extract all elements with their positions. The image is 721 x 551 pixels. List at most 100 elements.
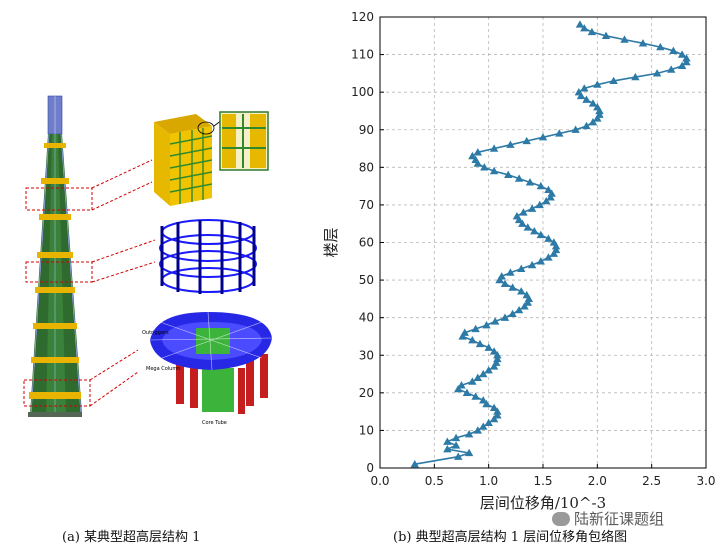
data-point	[535, 200, 544, 209]
data-point	[506, 140, 515, 148]
y-tick-label: 30	[359, 348, 374, 362]
y-tick-label: 100	[351, 85, 374, 99]
data-point	[527, 204, 537, 212]
y-tick-label: 80	[359, 160, 374, 174]
data-point	[682, 57, 691, 66]
x-tick-label: 2.5	[642, 474, 661, 488]
data-point	[514, 215, 524, 224]
series-markers	[410, 20, 691, 468]
data-point	[512, 211, 522, 220]
data-point	[489, 347, 499, 355]
data-point	[484, 418, 493, 427]
data-point	[471, 155, 480, 163]
data-point	[544, 185, 553, 194]
data-point	[609, 76, 618, 85]
callout-lines	[23, 159, 156, 407]
y-tick-label: 50	[359, 273, 374, 287]
data-point	[549, 249, 559, 257]
data-point	[593, 114, 602, 122]
data-point	[574, 87, 584, 96]
data-point	[542, 196, 551, 205]
data-point	[652, 69, 662, 77]
x-tick-label: 0.0	[370, 474, 389, 488]
y-tick-label: 70	[359, 198, 374, 212]
data-point	[638, 39, 648, 47]
data-point	[593, 103, 602, 111]
data-point	[677, 61, 687, 70]
y-tick-label: 20	[359, 386, 374, 400]
grid	[379, 16, 707, 469]
x-tick-label: 2.0	[588, 474, 607, 488]
data-point	[587, 27, 597, 36]
data-point	[508, 283, 517, 291]
label-outriggers: Outriggers	[142, 330, 169, 336]
data-point	[480, 163, 489, 171]
data-point	[464, 448, 474, 457]
y-tick-label: 10	[359, 423, 374, 437]
y-tick-label: 120	[351, 10, 374, 24]
data-point	[482, 320, 491, 329]
wechat-icon	[552, 512, 570, 526]
data-point	[468, 151, 477, 160]
y-tick-label: 40	[359, 311, 374, 325]
data-point	[468, 377, 477, 385]
data-point	[492, 358, 501, 366]
inset-ring-frame	[159, 219, 257, 294]
data-point	[518, 219, 527, 227]
data-point	[588, 99, 598, 107]
data-point	[580, 84, 589, 92]
data-point	[520, 302, 529, 310]
data-point	[582, 95, 591, 103]
x-tick-label: 0.5	[425, 474, 444, 488]
data-point	[462, 388, 472, 396]
data-point	[410, 460, 419, 468]
data-point	[571, 125, 580, 133]
data-point	[489, 144, 499, 152]
data-point	[489, 414, 499, 423]
data-point	[451, 433, 461, 442]
data-point	[682, 54, 691, 62]
data-point	[508, 309, 517, 318]
x-tick-label: 1.0	[479, 474, 498, 488]
data-point	[544, 253, 553, 261]
data-point	[536, 230, 546, 239]
watermark: 陆新征课题组	[552, 508, 664, 529]
data-point	[504, 170, 513, 178]
label-mega-column: Mega Column	[146, 366, 180, 372]
data-point	[544, 234, 553, 242]
caption-a: (a) 某典型超高层结构 1	[62, 530, 201, 545]
x-tick-label: 3.0	[696, 474, 715, 488]
data-point	[525, 178, 535, 186]
data-point	[514, 305, 524, 314]
structure-illustration: Outriggers Mega Column Core Tube	[23, 95, 273, 426]
data-point	[575, 20, 585, 28]
data-point	[631, 72, 640, 81]
data-point	[524, 294, 534, 303]
data-point	[523, 298, 532, 306]
data-point	[530, 227, 539, 235]
label-core-tube: Core Tube	[202, 420, 227, 426]
data-point	[471, 324, 480, 333]
data-point	[457, 381, 466, 389]
data-point	[580, 24, 589, 32]
data-point	[473, 373, 482, 381]
data-point	[536, 257, 546, 265]
data-point	[677, 50, 687, 58]
y-tick-label: 0	[366, 461, 374, 475]
data-point	[490, 317, 500, 325]
data-point	[464, 429, 474, 438]
data-point	[536, 181, 546, 190]
data-point	[593, 80, 602, 88]
data-point	[595, 106, 604, 115]
data-point	[443, 445, 452, 453]
data-point	[454, 452, 463, 460]
y-axis-title: 楼层	[322, 227, 340, 257]
y-axis: 0 10 20 30 40 50 60 70 80 90 100 110 120	[351, 10, 384, 475]
inset-core-block	[154, 111, 269, 206]
data-point	[517, 287, 526, 295]
data-point	[595, 110, 604, 118]
data-point	[493, 351, 502, 359]
data-point	[549, 238, 559, 246]
data-point	[500, 313, 510, 321]
data-point	[489, 362, 499, 370]
